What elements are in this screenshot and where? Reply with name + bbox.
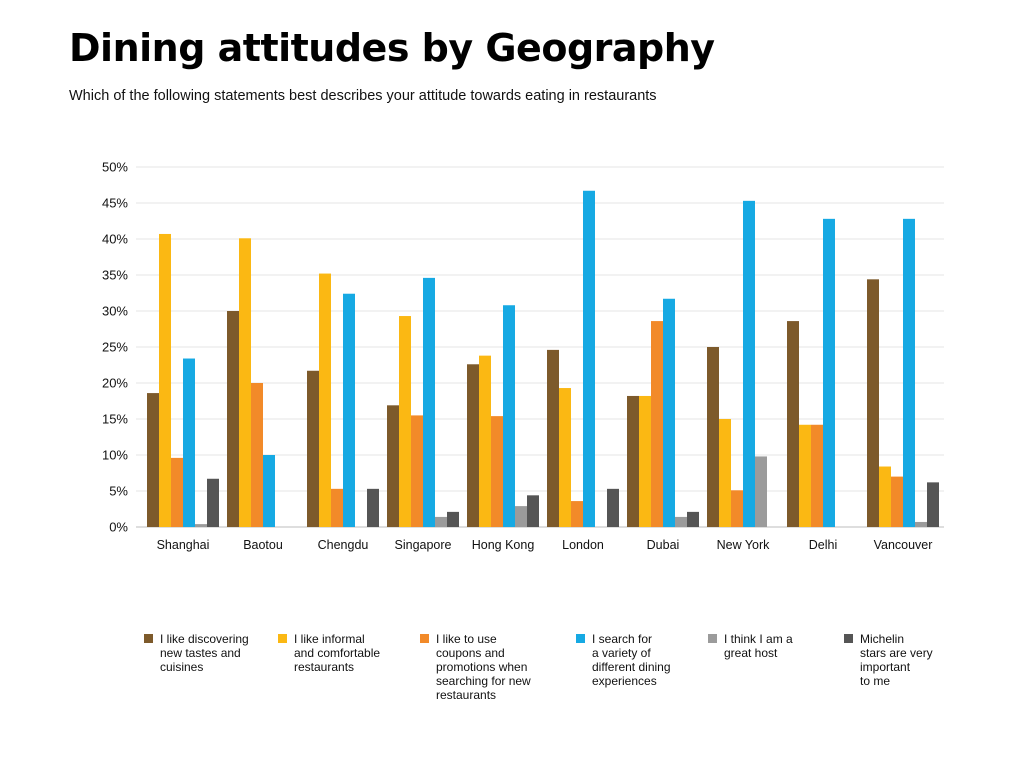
bar	[651, 321, 663, 527]
legend-item-michelin: Michelin stars are very important to me	[844, 632, 976, 688]
y-tick-label: 40%	[102, 232, 128, 247]
y-tick-label: 35%	[102, 268, 128, 283]
bar-chart: 0% 5% 10% 15% 20% 25% 30% 35% 40% 45% 50% Shanghai B…	[102, 160, 944, 552]
bar	[491, 416, 503, 527]
bar	[891, 476, 903, 527]
bar	[343, 293, 355, 527]
bar	[447, 511, 459, 527]
bar	[527, 495, 539, 527]
bar	[663, 298, 675, 527]
legend-label-variety: I search for a variety of different dini…	[592, 632, 671, 688]
bar	[251, 383, 263, 527]
legend-swatch-informal	[278, 634, 287, 643]
chart-subtitle: Which of the following statements best d…	[69, 88, 657, 104]
bar	[159, 233, 171, 527]
bar	[319, 273, 331, 527]
x-tick-label: Delhi	[809, 538, 838, 552]
bar	[607, 488, 619, 527]
legend-item-variety: I search for a variety of different dini…	[576, 632, 708, 688]
bar	[675, 516, 687, 527]
bar	[915, 521, 927, 527]
bar	[387, 405, 399, 527]
x-tick-label: Chengdu	[318, 538, 369, 552]
x-tick-label: Shanghai	[157, 538, 210, 552]
y-tick-label: 15%	[102, 412, 128, 427]
bar	[263, 455, 275, 527]
bar	[811, 424, 823, 527]
legend-swatch-host	[708, 634, 717, 643]
bar	[799, 424, 811, 527]
bar	[903, 218, 915, 527]
y-tick-label: 10%	[102, 448, 128, 463]
bar	[547, 349, 559, 527]
legend-label-discovering: I like discovering new tastes and cuisin…	[160, 632, 249, 674]
x-tick-label: Dubai	[647, 538, 680, 552]
legend-swatch-coupons	[420, 634, 429, 643]
bar	[239, 238, 251, 527]
legend-label-informal: I like informal and comfortable restaura…	[294, 632, 381, 674]
bar	[479, 355, 491, 527]
bar	[399, 316, 411, 527]
legend-item-discovering: I like discovering new tastes and cuisin…	[144, 632, 276, 674]
legend-label-michelin: Michelin stars are very important to me	[860, 632, 933, 688]
legend-swatch-michelin	[844, 634, 853, 643]
bar	[755, 456, 767, 527]
y-tick-label: 5%	[109, 484, 128, 499]
bar	[687, 511, 699, 527]
bar	[867, 279, 879, 527]
bar	[147, 393, 159, 527]
legend-label-host: I think I am a great host	[724, 632, 793, 660]
bar	[627, 395, 639, 527]
x-tick-label: Hong Kong	[472, 538, 535, 552]
bar	[171, 457, 183, 527]
bar	[411, 415, 423, 527]
bar	[503, 305, 515, 527]
y-tick-label: 30%	[102, 304, 128, 319]
legend-swatch-discovering	[144, 634, 153, 643]
x-tick-label: Singapore	[395, 538, 452, 552]
bar	[467, 364, 479, 527]
bar	[583, 190, 595, 527]
bar	[731, 490, 743, 527]
y-tick-label: 45%	[102, 196, 128, 211]
y-tick-label: 0%	[109, 520, 128, 535]
bar	[515, 506, 527, 527]
x-tick-label: New York	[717, 538, 771, 552]
bar	[559, 388, 571, 527]
legend-item-coupons: I like to use coupons and promotions whe…	[420, 632, 552, 702]
bar	[571, 501, 583, 527]
bar	[927, 482, 939, 527]
chart-title: Dining attitudes by Geography	[69, 26, 715, 70]
legend-item-informal: I like informal and comfortable restaura…	[278, 632, 410, 674]
bar	[367, 488, 379, 527]
x-tick-label: Baotou	[243, 538, 283, 552]
bar	[423, 277, 435, 527]
bar	[331, 488, 343, 527]
y-tick-label: 50%	[102, 160, 128, 175]
bar	[707, 347, 719, 527]
bar	[823, 218, 835, 527]
bar	[207, 478, 219, 527]
y-tick-label: 20%	[102, 376, 128, 391]
bar	[879, 466, 891, 527]
x-tick-label: Vancouver	[874, 538, 933, 552]
bar	[639, 395, 651, 527]
legend-swatch-variety	[576, 634, 585, 643]
x-tick-label: London	[562, 538, 604, 552]
bar	[195, 524, 207, 527]
legend: I like discovering new tastes and cuisin…	[144, 632, 988, 722]
bar	[719, 419, 731, 527]
legend-label-coupons: I like to use coupons and promotions whe…	[436, 632, 531, 702]
bar	[743, 200, 755, 527]
bar	[183, 358, 195, 527]
bar	[227, 311, 239, 527]
bar	[787, 321, 799, 527]
legend-item-host: I think I am a great host	[708, 632, 840, 660]
bar	[307, 370, 319, 527]
bar	[435, 516, 447, 527]
y-tick-label: 25%	[102, 340, 128, 355]
